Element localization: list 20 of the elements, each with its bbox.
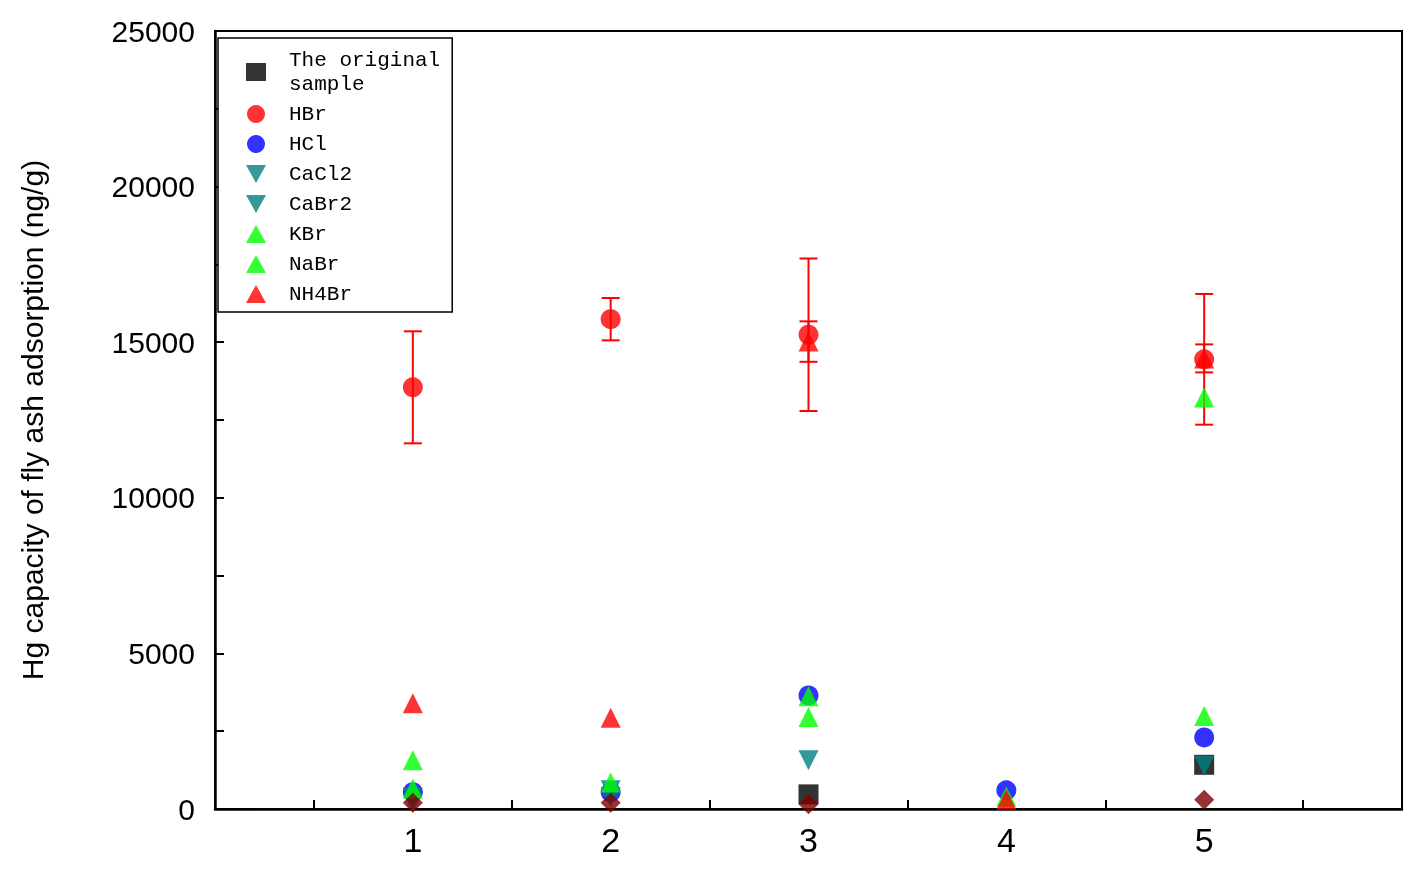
y-tick-label: 20000: [111, 170, 195, 204]
legend-label: KBr: [289, 222, 327, 246]
y-tick-label: 10000: [111, 481, 195, 515]
x-tick-label: 4: [996, 821, 1016, 859]
x-tick-label: 5: [1194, 821, 1214, 859]
legend-label: NaBr: [289, 252, 340, 276]
y-axis-title: Hg capacity of fly ash adsorption (ng/g): [15, 159, 49, 681]
y-tick-label: 15000: [111, 325, 195, 359]
legend-label: NH4Br: [289, 282, 353, 306]
legend-label: HBr: [289, 102, 327, 126]
legend-label: The original sample: [289, 48, 441, 96]
legend-label: CaCl2: [289, 162, 353, 186]
y-tick-label: 5000: [128, 636, 195, 670]
legend-label: CaBr2: [289, 192, 353, 216]
x-tick-label: 1: [403, 821, 423, 859]
x-tick-label: 2: [601, 821, 621, 859]
y-tick-label: 25000: [111, 14, 195, 48]
x-tick-label: 3: [799, 821, 818, 859]
legend-label: HCl: [289, 132, 327, 156]
y-tick-label: 0: [178, 792, 195, 826]
